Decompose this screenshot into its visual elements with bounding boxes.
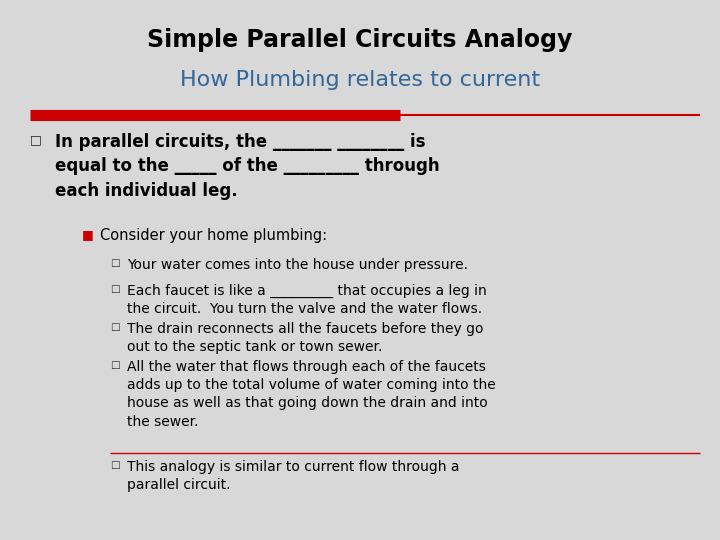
Text: All the water that flows through each of the faucets
adds up to the total volume: All the water that flows through each of… <box>127 360 496 429</box>
Text: The drain reconnects all the faucets before they go
out to the septic tank or to: The drain reconnects all the faucets bef… <box>127 322 484 354</box>
Text: How Plumbing relates to current: How Plumbing relates to current <box>180 70 540 90</box>
Text: This analogy is similar to current flow through a
parallel circuit.: This analogy is similar to current flow … <box>127 460 459 492</box>
Text: □: □ <box>110 322 120 332</box>
Text: Your water comes into the house under pressure.: Your water comes into the house under pr… <box>127 258 468 272</box>
Text: Each faucet is like a _________ that occupies a leg in
the circuit.  You turn th: Each faucet is like a _________ that occ… <box>127 284 487 316</box>
Text: Simple Parallel Circuits Analogy: Simple Parallel Circuits Analogy <box>148 28 572 52</box>
Text: ■: ■ <box>82 228 94 241</box>
Text: □: □ <box>110 258 120 268</box>
Text: In parallel circuits, the _______ ________ is
equal to the _____ of the ________: In parallel circuits, the _______ ______… <box>55 133 440 200</box>
Text: □: □ <box>110 284 120 294</box>
Text: □: □ <box>110 360 120 370</box>
Text: Consider your home plumbing:: Consider your home plumbing: <box>100 228 327 243</box>
Text: □: □ <box>110 460 120 470</box>
Text: □: □ <box>30 133 42 146</box>
